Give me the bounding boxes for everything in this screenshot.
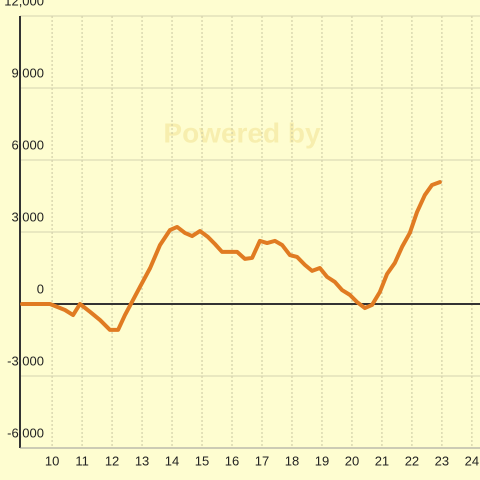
x-tick-label: 17 [255,453,269,468]
x-tick-label: 10 [45,453,59,468]
x-tick-label: 15 [195,453,209,468]
y-tick-label: -3,000 [7,353,44,368]
x-tick-label: 14 [165,453,179,468]
x-tick-label: 20 [345,453,359,468]
y-tick-label: 9,000 [11,65,44,80]
x-tick-label: 21 [375,453,389,468]
watermark: Powered by [163,117,321,148]
y-tick-label: 3,000 [11,209,44,224]
x-tick-label: 13 [135,453,149,468]
line [20,180,442,332]
x-tick-label: 12 [105,453,119,468]
x-tick-label: 22 [405,453,419,468]
y-tick-label: 0 [37,281,44,296]
x-tick-label: 24 [465,453,479,468]
x-tick-label: 23 [435,453,449,468]
x-tick-label: 16 [225,453,239,468]
y-tick-label: 6,000 [11,137,44,152]
x-tick-label: 11 [75,453,89,468]
y-tick-label: -6,000 [7,425,44,440]
y-tick-label: 12,000 [4,0,44,8]
x-tick-label: 18 [285,453,299,468]
x-tick-label: 19 [315,453,329,468]
